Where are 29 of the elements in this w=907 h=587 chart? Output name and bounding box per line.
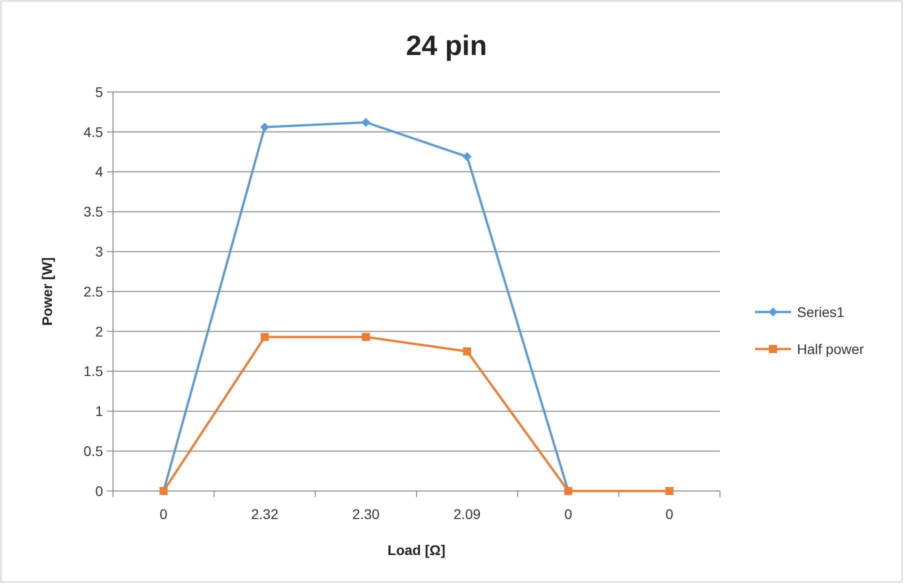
x-tick-label: 0 (666, 506, 674, 522)
y-tick-label: 1.5 (84, 363, 104, 380)
point (665, 487, 674, 495)
point (260, 332, 269, 341)
y-tick-label: 4.5 (84, 124, 104, 140)
x-tick-label: 2.30 (352, 506, 380, 522)
point (463, 347, 472, 356)
point (462, 152, 472, 162)
chart-title: 24 pin (406, 30, 487, 61)
x-tick-label: 2.32 (251, 506, 279, 522)
point (362, 332, 370, 341)
y-tick-label: 5 (95, 84, 104, 100)
x-tick-label: 0 (564, 506, 572, 522)
x-axis-title: Load [Ω] (388, 542, 446, 558)
y-tick-label: 1 (95, 403, 104, 420)
x-tick-label: 0 (160, 506, 168, 522)
y-tick-label: 3 (95, 244, 104, 260)
y-axis-title: Power [W] (39, 257, 55, 326)
legend-label: Series1 (797, 304, 845, 320)
y-tick-label: 2 (95, 323, 104, 340)
y-tick-label: 2.5 (84, 283, 104, 300)
legend-label: Half power (797, 340, 864, 357)
point (361, 118, 370, 127)
x-tick-label: 2.09 (453, 506, 481, 522)
point (260, 122, 270, 132)
y-tick-label: 0 (95, 482, 104, 499)
y-tick-label: 4 (95, 164, 104, 180)
y-tick-label: 0.5 (84, 443, 104, 459)
y-tick-label: 3.5 (84, 204, 104, 220)
